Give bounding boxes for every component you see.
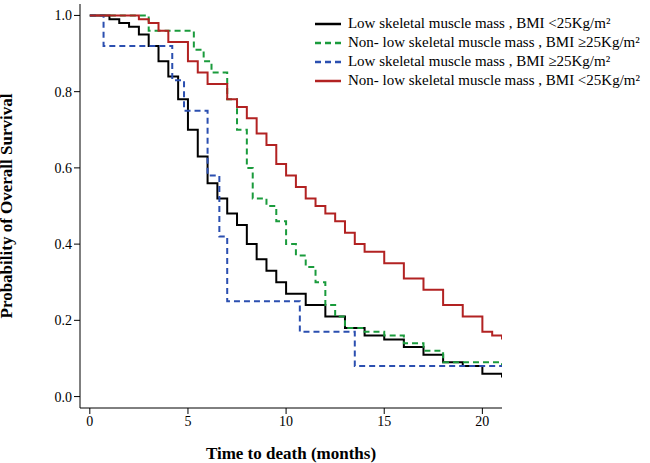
html-text:Non- low skeletal muscle mass: Non- low skeletal muscle mass , BMI ≥25K… xyxy=(347,34,640,50)
svg-text:15: 15 xyxy=(377,414,391,429)
svg-text:10: 10 xyxy=(279,414,293,429)
svg-text:1.0: 1.0 xyxy=(55,8,73,23)
svg-text:Probability of Overall Surviva: Probability of Overall Survival xyxy=(8,93,16,318)
svg-text:0.0: 0.0 xyxy=(55,390,73,405)
svg-text:Time to death (months): Time to death (months) xyxy=(206,444,376,463)
svg-text:0.4: 0.4 xyxy=(55,237,73,252)
html-text:Low skeletal muscle mass , BMI: Low skeletal muscle mass , BMI <25Kg/m² xyxy=(347,15,611,31)
svg-text:0.2: 0.2 xyxy=(55,313,73,328)
svg-text:0.6: 0.6 xyxy=(55,161,73,176)
svg-text:20: 20 xyxy=(475,414,489,429)
svg-text:5: 5 xyxy=(184,414,191,429)
html-text:Low skeletal muscle mass , BMI: Low skeletal muscle mass , BMI ≥25Kg/m² xyxy=(347,53,611,69)
html-text:Non- low skeletal muscle mass: Non- low skeletal muscle mass , BMI <25K… xyxy=(347,72,640,88)
svg-text:0.8: 0.8 xyxy=(55,85,73,100)
svg-text:0: 0 xyxy=(86,414,93,429)
